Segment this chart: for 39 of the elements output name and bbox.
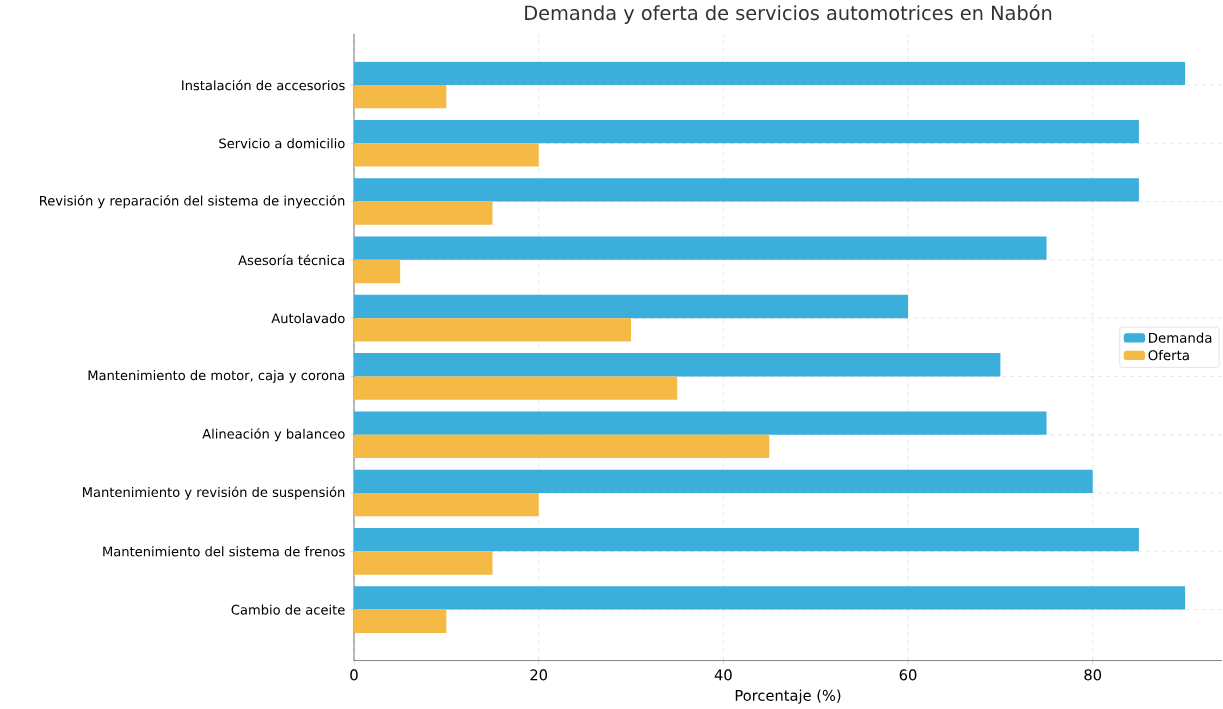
bar	[354, 493, 539, 517]
bar	[354, 85, 447, 109]
x-tick-label: 0	[350, 669, 358, 681]
bar	[354, 178, 1139, 202]
bar	[354, 376, 678, 400]
x-axis-title: Porcentaje (%)	[735, 689, 841, 704]
bar	[354, 528, 1139, 552]
bar	[354, 143, 539, 167]
y-tick-label: Instalación de accesorios	[182, 79, 345, 91]
chart-title: Demanda y oferta de servicios automotrices en Nabón	[525, 4, 1052, 25]
bar	[354, 61, 1186, 86]
bar	[354, 586, 1186, 610]
y-tick-label: Asesoría técnica	[238, 254, 345, 266]
y-tick-label: Alineación y balanceo	[202, 428, 345, 442]
bar	[354, 353, 1001, 377]
legend-label: Oferta	[1148, 350, 1189, 361]
y-tick-label: Mantenimiento del sistema de frenos	[103, 546, 345, 557]
bar	[354, 609, 447, 634]
y-tick-label: Cambio de aceite	[231, 604, 345, 615]
bar	[354, 318, 632, 342]
bar	[354, 201, 493, 226]
bar	[354, 551, 493, 575]
y-tick-label: Revisión y reparación del sistema de inyección	[40, 195, 345, 209]
bar	[354, 469, 1093, 494]
y-tick-label: Mantenimiento y revisión de suspensión	[83, 486, 345, 500]
x-tick-label: 40	[714, 669, 732, 681]
y-tick-label: Servicio a domicilio	[219, 138, 345, 149]
bar	[354, 434, 770, 459]
y-tick-label: Mantenimiento de motor, caja y corona	[88, 370, 345, 383]
bar	[354, 295, 909, 319]
x-tick-label: 80	[1084, 669, 1102, 681]
legend-label: Demanda	[1149, 332, 1212, 343]
bar	[354, 411, 1047, 435]
bar	[354, 120, 1139, 144]
bar	[354, 260, 401, 284]
y-tick-label: Autolavado	[271, 313, 345, 324]
x-tick-label: 60	[899, 669, 917, 681]
x-tick-label: 20	[530, 669, 548, 681]
bar	[354, 236, 1047, 261]
